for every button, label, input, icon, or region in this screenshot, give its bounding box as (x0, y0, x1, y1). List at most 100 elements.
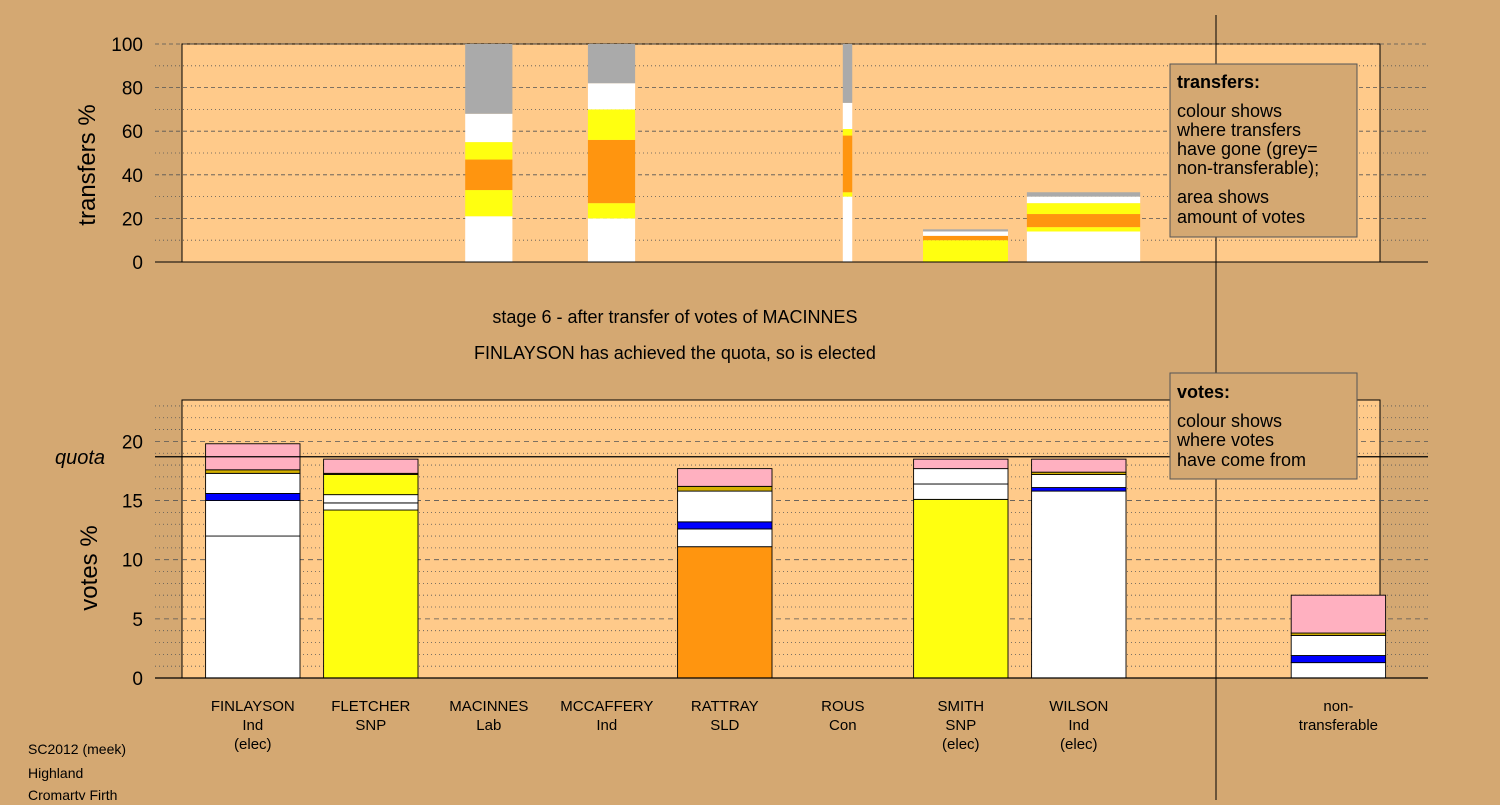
transfer-segment-macinnes-col5 (1026, 214, 1141, 228)
vote-segment (323, 474, 419, 496)
vote-segment (913, 468, 1009, 485)
candidate-name: FLETCHER (331, 698, 410, 715)
y-tick-label: 80 (122, 79, 143, 100)
transfer-segment-macinnes-col3 (842, 192, 853, 197)
transfer-segment-macinnes-col3 (842, 196, 853, 262)
candidate-name: WILSON (1049, 698, 1108, 715)
transfer-segment-macinnes-col5 (1026, 231, 1141, 262)
votes-bars (205, 443, 1387, 679)
vote-segment (205, 535, 301, 679)
vote-segment (1031, 490, 1127, 679)
vote-segment (1031, 474, 1127, 488)
y-tick-label: 0 (132, 253, 143, 274)
transfer-segment-macinnes-col1 (465, 44, 513, 114)
vote-segment (323, 458, 419, 474)
candidate-party: transferable (1299, 717, 1378, 734)
transfer-segment-macinnes-col3 (842, 135, 853, 193)
transfer-segment-macinnes-col1 (465, 113, 513, 143)
transfer-segment-macinnes-col4 (923, 231, 1008, 236)
transfers-bars (465, 44, 1141, 262)
vote-segment (913, 458, 1009, 470)
transfer-segment-macinnes-col4 (923, 240, 1008, 262)
footer-line: SC2012 (meek) (28, 741, 126, 757)
transfers-y-axis-label: transfers % (74, 104, 101, 225)
transfer-segment-macinnes-col2 (587, 203, 636, 219)
vote-segment (1290, 655, 1387, 664)
y-tick-label: 20 (122, 209, 143, 230)
candidate-note: (elec) (942, 736, 980, 753)
y-tick-label: 10 (122, 551, 143, 572)
votes-y-axis-label: votes % (76, 525, 103, 610)
candidate-party: Ind (596, 717, 617, 734)
vote-segment (205, 469, 301, 474)
transfer-segment-macinnes-col1 (465, 142, 513, 160)
vote-segment (913, 498, 1009, 679)
candidate-name: MCCAFFERY (560, 698, 653, 715)
votes-legend-heading: votes: (1177, 382, 1230, 402)
vote-segment (677, 485, 773, 492)
transfers-legend-line: amount of votes (1177, 207, 1305, 227)
vote-bar-smith (913, 458, 1009, 679)
vote-segment (205, 493, 301, 502)
transfer-segment-macinnes-col4 (923, 229, 1008, 232)
transfer-segment-macinnes-col1 (465, 216, 513, 262)
transfer-segment-macinnes-col4 (923, 235, 1008, 241)
vote-bar-non-transferable (1290, 594, 1387, 679)
vote-segment (677, 521, 773, 530)
candidate-name: SMITH (937, 698, 984, 715)
transfer-segment-macinnes-col3 (842, 44, 853, 103)
vote-segment (1290, 662, 1387, 679)
votes-y-ticks: 0 5 10 15 20 (122, 432, 143, 690)
vote-segment (323, 502, 419, 511)
candidate-name: ROUS (821, 698, 864, 715)
vote-segment (1031, 458, 1127, 473)
y-tick-label: 60 (122, 122, 143, 143)
transfer-segment-macinnes-col2 (587, 109, 636, 140)
transfer-segment-macinnes-col3 (842, 129, 853, 136)
transfer-segment-macinnes-col5 (1026, 227, 1141, 232)
candidate-labels: FINLAYSON Ind (elec) FLETCHER SNP MACINNES Lab… (211, 698, 1378, 753)
vote-segment (205, 500, 301, 537)
transfer-segment-macinnes-col3 (842, 102, 853, 130)
quota-label: quota (55, 447, 105, 469)
vote-segment (205, 472, 301, 494)
y-tick-label: 5 (132, 610, 143, 631)
vote-segment (677, 490, 773, 523)
vote-segment (323, 509, 419, 679)
transfers-legend-line: area shows (1177, 187, 1269, 207)
votes-legend-line: where votes (1176, 430, 1274, 450)
transfer-segment-macinnes-col2 (587, 44, 636, 84)
transfers-legend-line: have gone (grey= (1177, 139, 1318, 159)
y-tick-label: 0 (132, 669, 143, 690)
vote-segment (677, 468, 773, 487)
transfer-segment-macinnes-col1 (465, 159, 513, 191)
candidate-party: Ind (1068, 717, 1089, 734)
vote-segment (677, 546, 773, 679)
y-tick-label: 100 (111, 35, 143, 56)
y-tick-label: 20 (122, 432, 143, 453)
transfers-legend-line: non-transferable); (1177, 158, 1319, 178)
candidate-note: (elec) (234, 736, 272, 753)
transfers-legend: transfers: colour shows where transfers … (1169, 63, 1358, 238)
transfer-segment-macinnes-col1 (465, 190, 513, 217)
candidate-name: MACINNES (449, 698, 528, 715)
transfers-legend-heading: transfers: (1177, 72, 1260, 92)
candidate-party: Ind (242, 717, 263, 734)
vote-segment (913, 483, 1009, 500)
transfers-legend-box (1169, 63, 1358, 238)
votes-legend-line: colour shows (1177, 411, 1282, 431)
transfer-segment-macinnes-col5 (1026, 192, 1141, 197)
y-tick-label: 15 (122, 492, 143, 513)
candidate-name: non- (1323, 698, 1353, 715)
vote-bar-rattray (677, 468, 773, 679)
votes-legend: votes: colour shows where votes have com… (1169, 372, 1358, 480)
vote-bar-wilson (1031, 458, 1127, 679)
stage-title: stage 6 - after transfer of votes of MAC… (492, 307, 857, 327)
candidate-note: (elec) (1060, 736, 1098, 753)
vote-segment (323, 494, 419, 504)
candidate-party: Con (829, 717, 857, 734)
transfer-segment-macinnes-col2 (587, 139, 636, 204)
votes-legend-line: have come from (1177, 450, 1306, 470)
transfer-segment-macinnes-col5 (1026, 196, 1141, 204)
